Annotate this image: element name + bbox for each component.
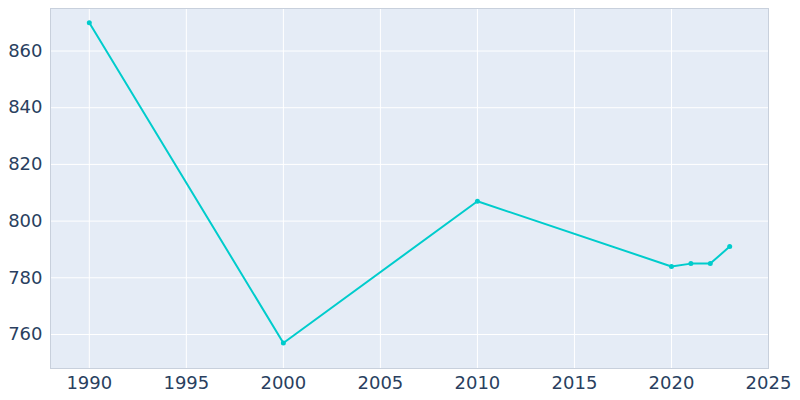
svg-text:2005: 2005 bbox=[357, 372, 403, 393]
svg-text:840: 840 bbox=[8, 96, 42, 117]
svg-text:780: 780 bbox=[8, 267, 42, 288]
svg-text:1995: 1995 bbox=[163, 372, 209, 393]
svg-text:800: 800 bbox=[8, 210, 42, 231]
svg-text:820: 820 bbox=[8, 153, 42, 174]
svg-text:760: 760 bbox=[8, 323, 42, 344]
svg-text:2000: 2000 bbox=[260, 372, 306, 393]
svg-text:2010: 2010 bbox=[455, 372, 501, 393]
svg-text:2015: 2015 bbox=[552, 372, 598, 393]
svg-text:2020: 2020 bbox=[649, 372, 695, 393]
svg-text:860: 860 bbox=[8, 40, 42, 61]
svg-text:1990: 1990 bbox=[66, 372, 112, 393]
svg-text:2025: 2025 bbox=[746, 372, 792, 393]
